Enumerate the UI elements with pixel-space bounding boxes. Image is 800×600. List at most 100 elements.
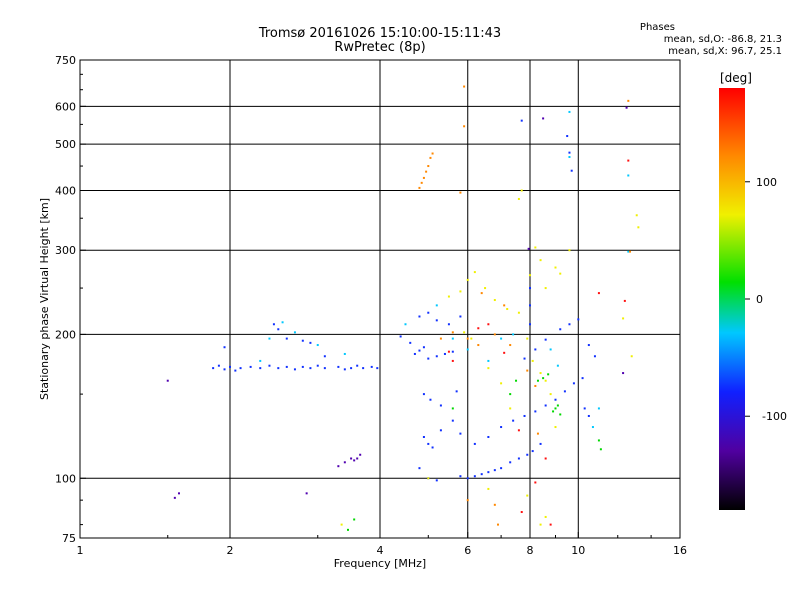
- data-point: [587, 414, 590, 417]
- data-point: [599, 448, 602, 451]
- data-point: [350, 367, 353, 370]
- data-point: [435, 479, 438, 482]
- data-point: [268, 337, 271, 340]
- data-point: [559, 413, 562, 416]
- data-point: [526, 453, 529, 456]
- data-point: [356, 457, 359, 460]
- data-point: [272, 323, 275, 326]
- data-point: [534, 481, 537, 484]
- data-point: [422, 176, 425, 179]
- data-point: [529, 274, 531, 277]
- data-point: [343, 368, 346, 371]
- data-point: [568, 110, 571, 113]
- data-point: [346, 528, 349, 531]
- data-point: [459, 191, 462, 194]
- data-point: [447, 350, 450, 353]
- data-point: [597, 439, 600, 442]
- data-point: [512, 419, 515, 422]
- data-point: [484, 287, 487, 290]
- data-point: [234, 369, 237, 372]
- data-point: [534, 384, 537, 387]
- data-point: [409, 341, 412, 344]
- data-point: [544, 515, 547, 518]
- data-point: [487, 435, 490, 438]
- data-point: [552, 410, 555, 413]
- data-point: [418, 467, 421, 470]
- data-point: [534, 410, 537, 413]
- data-points: [166, 85, 640, 531]
- data-point: [435, 319, 438, 322]
- data-point: [435, 355, 438, 358]
- data-point: [544, 338, 547, 341]
- data-point: [556, 364, 559, 367]
- data-point: [356, 364, 359, 367]
- x-tick-label: 2: [227, 544, 234, 557]
- data-point: [343, 461, 346, 464]
- data-point: [500, 337, 503, 340]
- data-point: [285, 365, 288, 368]
- data-point: [425, 170, 428, 173]
- data-point: [418, 186, 421, 189]
- data-point: [229, 365, 231, 368]
- data-point: [268, 364, 271, 367]
- data-point: [577, 318, 580, 321]
- data-point: [413, 352, 416, 355]
- data-point: [531, 359, 534, 362]
- data-point: [337, 365, 340, 368]
- data-point: [463, 125, 466, 128]
- data-point: [523, 357, 526, 360]
- data-point: [549, 348, 552, 351]
- x-tick-label: 6: [464, 544, 471, 557]
- data-point: [249, 365, 252, 368]
- data-point: [549, 393, 552, 396]
- x-axis-label: Frequency [MHz]: [334, 557, 426, 570]
- data-point: [509, 344, 512, 347]
- data-point: [625, 106, 628, 109]
- data-point: [399, 335, 402, 338]
- data-point: [353, 459, 356, 462]
- data-point: [277, 367, 280, 370]
- data-point: [451, 331, 454, 334]
- data-point: [466, 337, 469, 340]
- data-point: [447, 295, 450, 298]
- y-tick-label: 300: [55, 244, 76, 257]
- data-point: [529, 323, 531, 326]
- colorbar-label: [deg]: [720, 71, 752, 85]
- x-tick-label: 10: [571, 544, 585, 557]
- data-point: [627, 99, 630, 102]
- y-tick-label: 200: [55, 328, 76, 341]
- data-point: [477, 327, 480, 330]
- data-point: [309, 367, 312, 370]
- data-point: [517, 429, 520, 432]
- axis-ticks: 1 2 4 6 8 10 16 75 100 200 300 400 500 600 750: [55, 54, 687, 557]
- data-point: [536, 379, 539, 382]
- data-point: [566, 135, 569, 138]
- data-point: [259, 367, 262, 370]
- y-tick-label: 600: [55, 100, 76, 113]
- data-point: [529, 287, 531, 290]
- data-point: [217, 364, 220, 367]
- data-point: [559, 328, 562, 331]
- data-point: [583, 407, 586, 410]
- data-point: [343, 352, 346, 355]
- x-tick-label: 1: [77, 544, 84, 557]
- data-point: [559, 272, 562, 275]
- data-point: [549, 523, 552, 526]
- data-point: [463, 331, 466, 334]
- data-point: [431, 152, 434, 155]
- colorbar-ticks: 100 0 -100: [745, 176, 787, 423]
- data-point: [493, 503, 496, 506]
- data-point: [466, 348, 469, 351]
- data-point: [554, 398, 557, 401]
- data-point: [466, 278, 469, 281]
- data-point: [635, 214, 638, 217]
- data-point: [301, 339, 304, 342]
- data-point: [422, 435, 425, 438]
- y-tick-label: 75: [62, 532, 76, 545]
- data-point: [542, 377, 545, 380]
- data-point: [500, 467, 503, 470]
- data-point: [451, 350, 454, 353]
- chart-subtitle: RwPretec (8p): [334, 40, 426, 55]
- data-point: [515, 379, 518, 382]
- data-point: [493, 469, 496, 472]
